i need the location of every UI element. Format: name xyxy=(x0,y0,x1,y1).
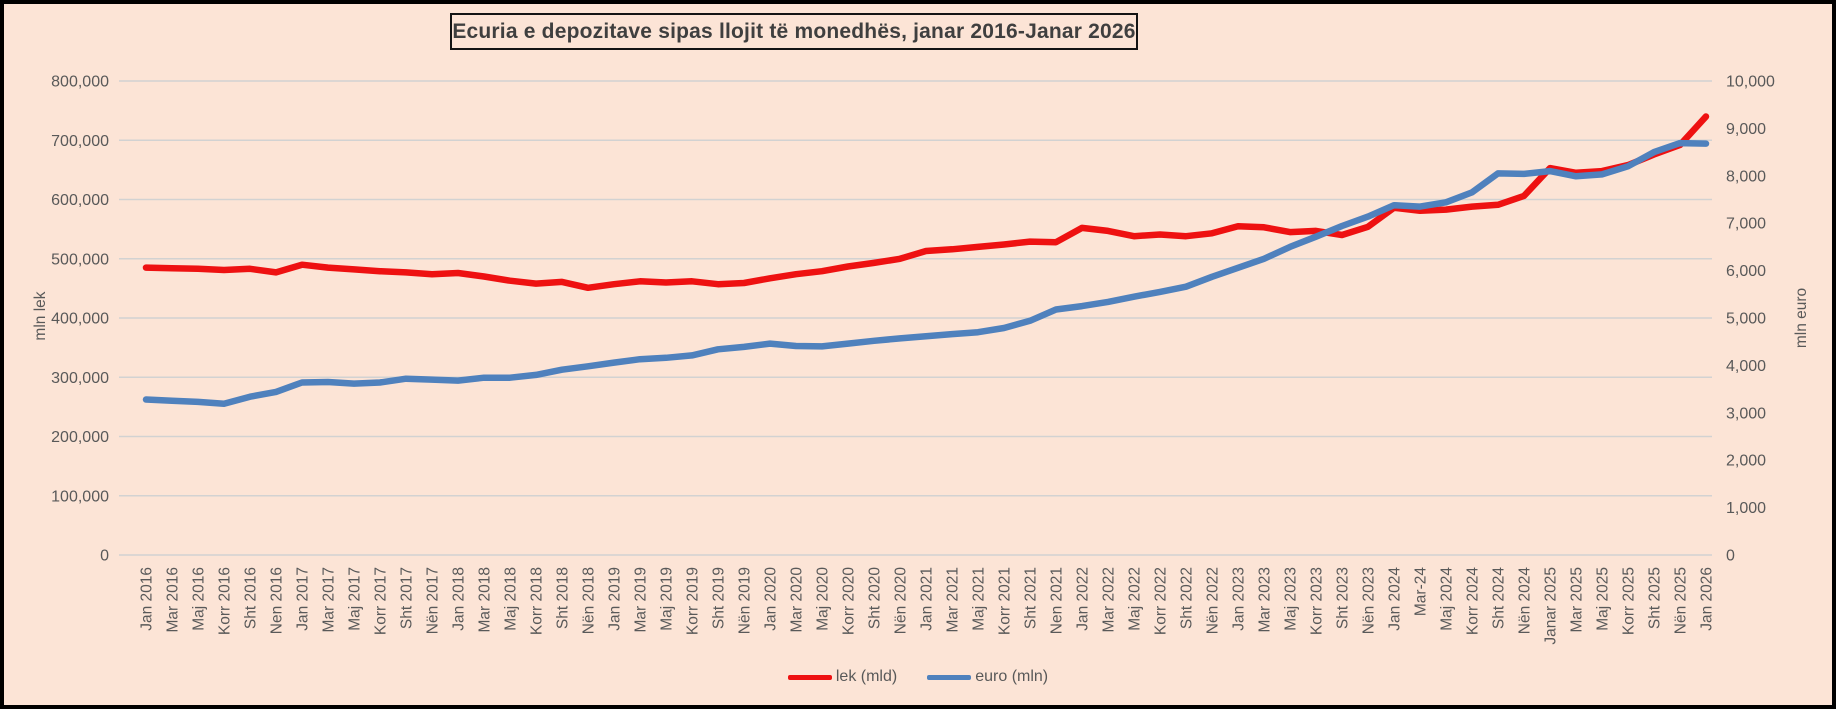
x-axis-tick-label: Nën 2024 xyxy=(1517,567,1534,635)
x-axis-tick-label: Korr 2018 xyxy=(529,567,546,635)
x-axis-tick-label: Jan 2020 xyxy=(763,567,780,631)
x-axis-tick-label: Korr 2021 xyxy=(997,567,1014,635)
right-axis-tick-label: 3,000 xyxy=(1726,405,1766,422)
x-axis-tick-label: Nën 2019 xyxy=(737,567,754,634)
right-axis-tick-label: 7,000 xyxy=(1726,216,1766,233)
x-axis-tick-label: Korr 2023 xyxy=(1309,567,1326,635)
left-axis-tick-label: 600,000 xyxy=(51,192,109,209)
right-axis-tick-label: 8,000 xyxy=(1726,168,1766,185)
x-axis-tick-label: Sht 2019 xyxy=(711,567,728,629)
x-axis-tick-label: Jan 2021 xyxy=(919,567,936,631)
x-axis-tick-label: Mar 2022 xyxy=(1101,567,1118,632)
x-axis-tick-label: Nën 2020 xyxy=(893,567,910,635)
x-axis-tick-label: Jan 2019 xyxy=(607,567,624,631)
x-axis-tick-label: Maj 2020 xyxy=(815,567,832,631)
x-axis-tick-label: Maj 2024 xyxy=(1439,567,1456,631)
right-axis-tick-label: 5,000 xyxy=(1726,311,1766,328)
chart-legend: lek (mld) euro (mln) xyxy=(4,668,1832,686)
legend-label-lek-mld: lek (mld) xyxy=(835,668,898,685)
x-axis-tick-label: Maj 2019 xyxy=(659,567,676,631)
x-axis-tick-label: Korr 2017 xyxy=(373,567,390,635)
right-axis-tick-label: 9,000 xyxy=(1726,121,1766,138)
x-axis-tick-label: Sht 2016 xyxy=(243,567,260,629)
left-axis-tick-label: 500,000 xyxy=(51,251,109,268)
x-axis-tick-label: Jan 2018 xyxy=(451,567,468,631)
x-axis-tick-label: Maj 2016 xyxy=(191,567,208,631)
x-axis-tick-label: Mar 2016 xyxy=(165,567,182,632)
x-axis-tick-label: Mar-24 xyxy=(1413,567,1430,616)
x-axis-tick-label: Mar 2017 xyxy=(321,567,338,632)
left-axis-tick-label: 400,000 xyxy=(51,311,109,328)
left-axis-title: mln lek xyxy=(32,291,49,341)
plot-area: 0 100,000 200,000 300,000 400,000 500,000 600,… xyxy=(51,74,1775,645)
left-axis-tick-label: 300,000 xyxy=(51,370,109,387)
series-line-euro-mln[interactable] xyxy=(142,139,1710,408)
x-axis-tick-label: Nen 2021 xyxy=(1049,567,1066,634)
x-axis-tick-label: Mar 2021 xyxy=(945,567,962,632)
x-axis-tick-label: Nën 2018 xyxy=(581,567,598,634)
legend-swatch-euro-mln xyxy=(927,674,972,680)
x-axis-tick-label: Mar 2019 xyxy=(633,567,650,632)
x-axis-tick-label: Jan 2023 xyxy=(1231,567,1248,631)
legend-swatch-lek-mld xyxy=(787,674,832,680)
legend-item-lek-mld[interactable]: lek (mld) xyxy=(787,668,898,686)
x-axis-tick-label: Sht 2022 xyxy=(1179,567,1196,629)
legend-item-euro-mln[interactable]: euro (mln) xyxy=(927,668,1048,686)
series-line-lek-mld[interactable] xyxy=(142,113,1710,292)
x-axis-tick-label: Mar 2025 xyxy=(1569,567,1586,632)
x-axis-tick-label: Sht 2024 xyxy=(1491,567,1508,629)
x-axis-tick-label: Maj 2017 xyxy=(347,567,364,631)
legend-label-euro-mln: euro (mln) xyxy=(975,668,1049,685)
x-axis-tick-label: Maj 2025 xyxy=(1595,567,1612,631)
x-axis-tick-label: Maj 2022 xyxy=(1127,567,1144,631)
x-axis-tick-label: Jan 2016 xyxy=(139,567,156,631)
x-axis-tick-label: Korr 2020 xyxy=(841,567,858,635)
x-axis-tick-label: Sht 2020 xyxy=(867,567,884,629)
left-axis-tick-label: 100,000 xyxy=(51,488,109,505)
x-axis-tick-label: Sht 2017 xyxy=(399,567,416,629)
x-axis-tick-label: Korr 2016 xyxy=(217,567,234,635)
right-axis-tick-label: 4,000 xyxy=(1726,358,1766,375)
x-axis-tick-label: Maj 2018 xyxy=(503,567,520,631)
x-axis-tick-label: Maj 2021 xyxy=(971,567,988,631)
x-axis-tick-label: Nën 2017 xyxy=(425,567,442,634)
right-axis-tick-label: 10,000 xyxy=(1726,74,1775,91)
left-axis-tick-label: 800,000 xyxy=(51,74,109,91)
x-axis-tick-label: Nën 2025 xyxy=(1673,567,1690,634)
x-axis-tick-label: Mar 2023 xyxy=(1257,567,1274,632)
right-axis-tick-label: 0 xyxy=(1726,548,1735,565)
x-axis-tick-label: Mar 2018 xyxy=(477,567,494,632)
x-axis-tick-label: Janar 2025 xyxy=(1543,567,1560,645)
x-axis-tick-label: Jan 2026 xyxy=(1699,567,1716,631)
x-axis-tick-label: Mar 2020 xyxy=(789,567,806,633)
x-axis-tick-label: Maj 2023 xyxy=(1283,567,1300,631)
x-axis-tick-label: Sht 2018 xyxy=(555,567,572,629)
right-axis-tick-label: 6,000 xyxy=(1726,263,1766,280)
x-axis-tick-label: Sht 2023 xyxy=(1335,567,1352,629)
x-axis-tick-label: Korr 2019 xyxy=(685,567,702,635)
right-axis-tick-label: 2,000 xyxy=(1726,453,1766,470)
x-axis-tick-label: Jan 2024 xyxy=(1387,567,1404,631)
x-axis-tick-label: Jan 2022 xyxy=(1075,567,1092,631)
left-axis-tick-label: 700,000 xyxy=(51,133,109,150)
left-axis-tick-label: 200,000 xyxy=(51,429,109,446)
x-axis-tick-label: Nën 2023 xyxy=(1361,567,1378,634)
x-axis-tick-label: Korr 2024 xyxy=(1465,567,1482,635)
left-axis-tick-label: 0 xyxy=(100,548,109,565)
right-axis-title: mln euro xyxy=(1793,287,1810,349)
x-axis-tick-label: Korr 2025 xyxy=(1621,567,1638,635)
x-axis-tick-label: Sht 2025 xyxy=(1647,567,1664,629)
right-axis-tick-label: 1,000 xyxy=(1726,500,1766,517)
chart-title[interactable]: Ecuria e depozitave sipas llojit të mone… xyxy=(450,13,1138,50)
x-axis-tick-label: Sht 2021 xyxy=(1023,567,1040,629)
x-axis-tick-label: Nën 2022 xyxy=(1205,567,1222,634)
x-axis-tick-label: Nen 2016 xyxy=(269,567,286,634)
x-axis-tick-label: Korr 2022 xyxy=(1153,567,1170,635)
x-axis-tick-label: Jan 2017 xyxy=(295,567,312,631)
